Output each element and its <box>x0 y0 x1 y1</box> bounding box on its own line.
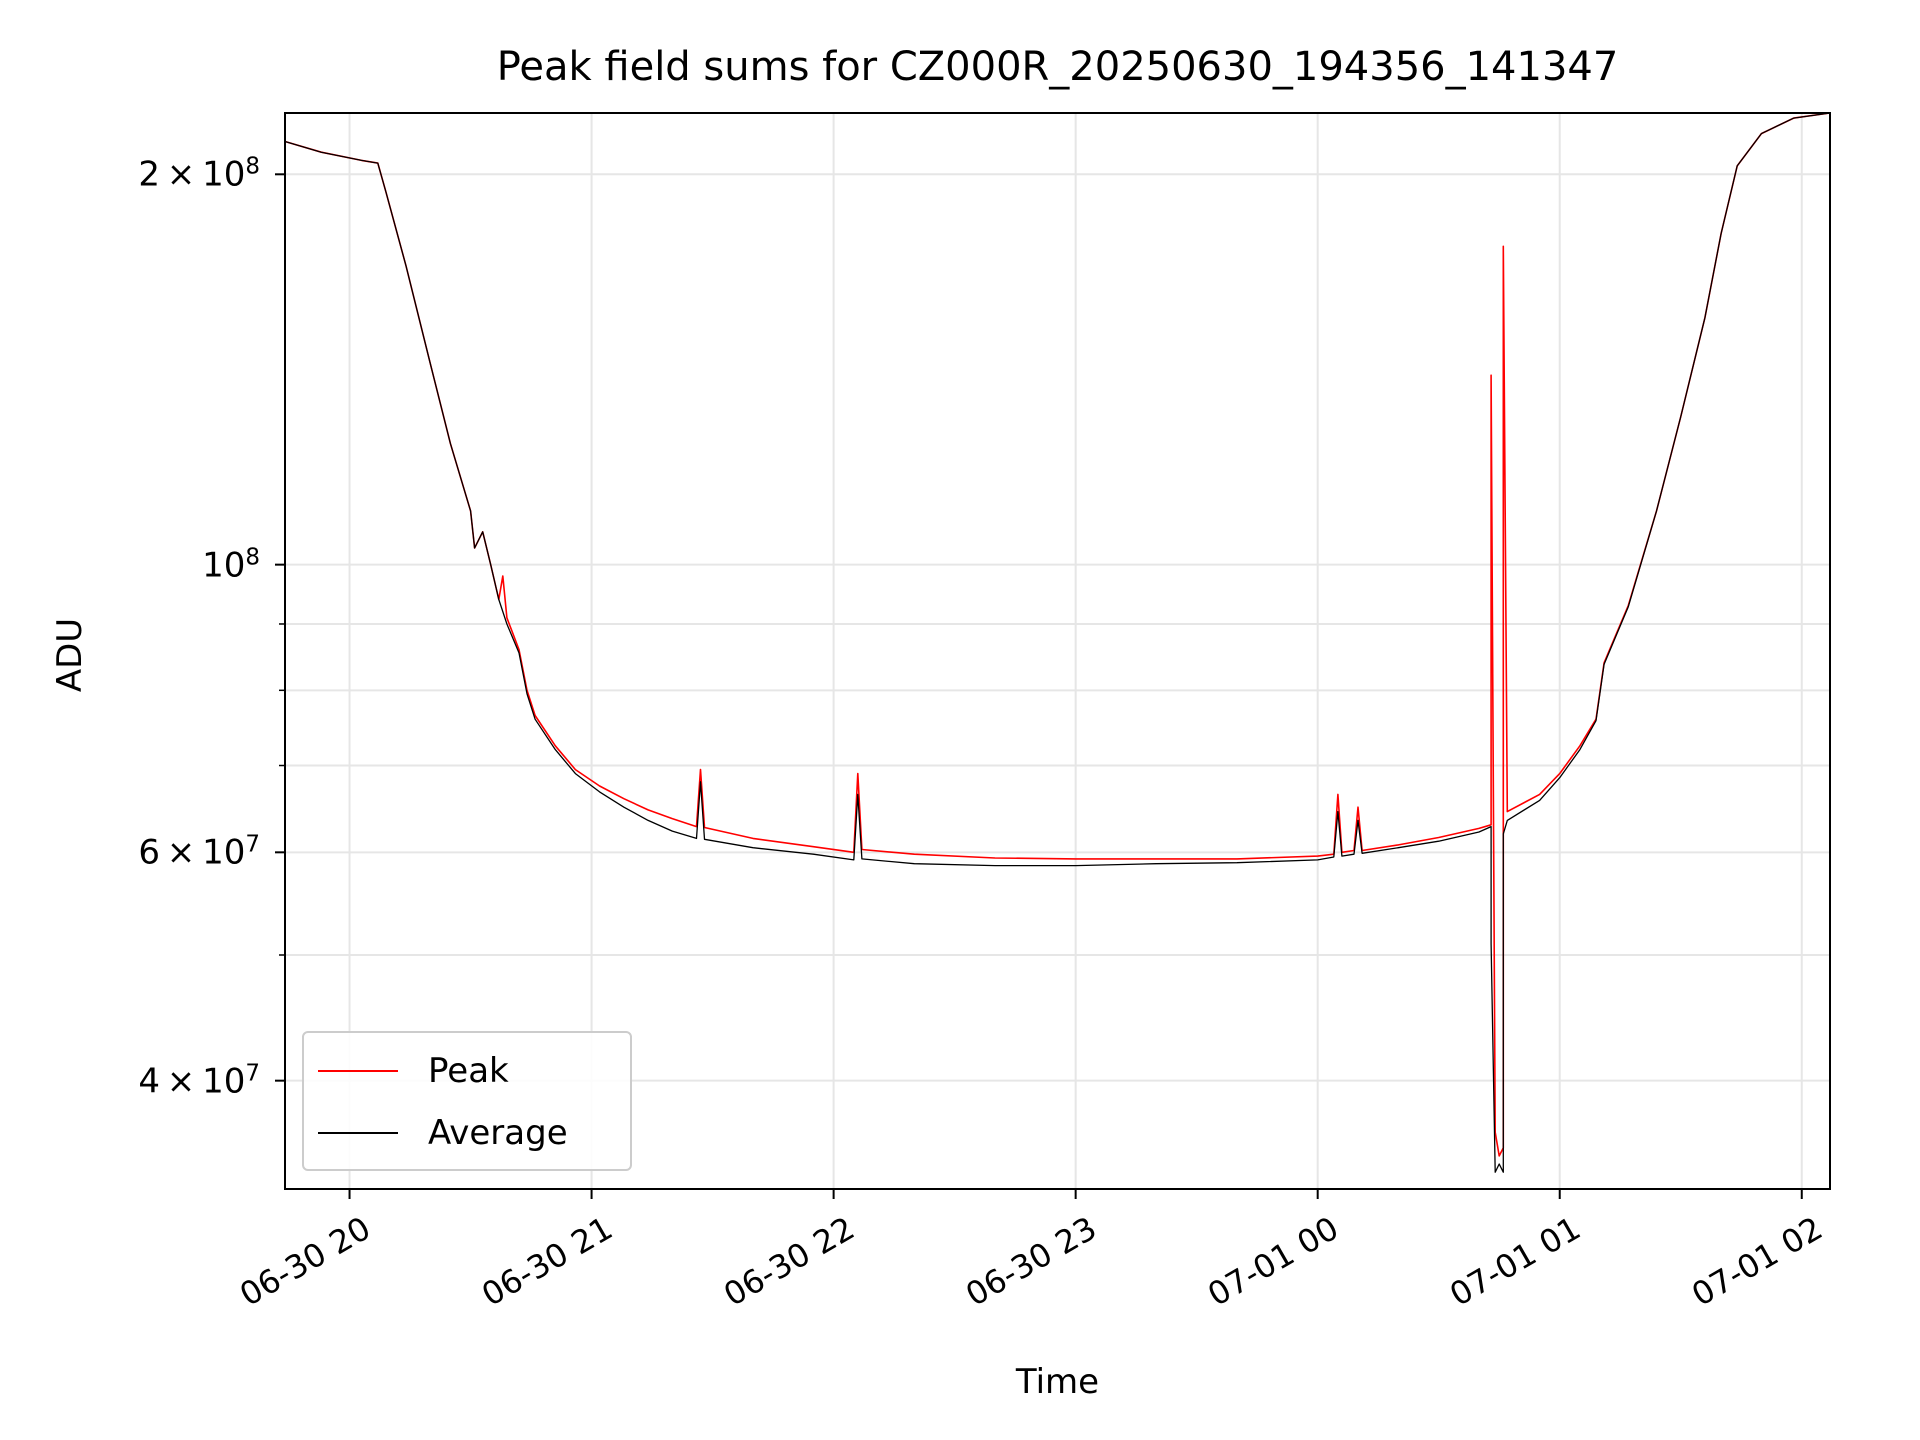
y-axis-label: ADU <box>50 617 90 693</box>
legend-label-average: Average <box>428 1113 568 1153</box>
y-tick-mantissa: 6 <box>138 832 161 873</box>
grid-lines <box>285 113 1830 1189</box>
y-tick-exponent: 8 <box>245 543 260 570</box>
y-tick-mantissa: 4 <box>138 1061 161 1102</box>
series-line-average <box>284 112 1831 1173</box>
y-tick-label: 6 × 107 <box>138 831 260 873</box>
legend: Peak Average <box>302 1031 632 1171</box>
y-tick-label: 2 × 108 <box>138 153 260 195</box>
y-tick-label: 4 × 107 <box>138 1059 260 1102</box>
legend-swatch-average <box>318 1132 398 1134</box>
legend-swatch-peak <box>318 1070 398 1072</box>
x-axis-label: Time <box>1015 1362 1100 1402</box>
y-tick-exponent: 7 <box>245 831 260 858</box>
y-tick-exponent: 7 <box>245 1059 260 1086</box>
plot-frame <box>284 112 1831 1190</box>
series-lines <box>284 112 1831 1173</box>
y-tick-label: 108 <box>202 543 260 586</box>
chart-title: Peak field sums for CZ000R_20250630_1943… <box>496 44 1619 90</box>
legend-item-average: Average <box>318 1113 568 1153</box>
y-tick-exponent: 8 <box>245 153 260 180</box>
y-tick-mantissa: 2 <box>138 154 161 195</box>
legend-item-peak: Peak <box>318 1051 509 1091</box>
legend-label-peak: Peak <box>428 1051 509 1091</box>
series-line-peak <box>284 112 1831 1157</box>
